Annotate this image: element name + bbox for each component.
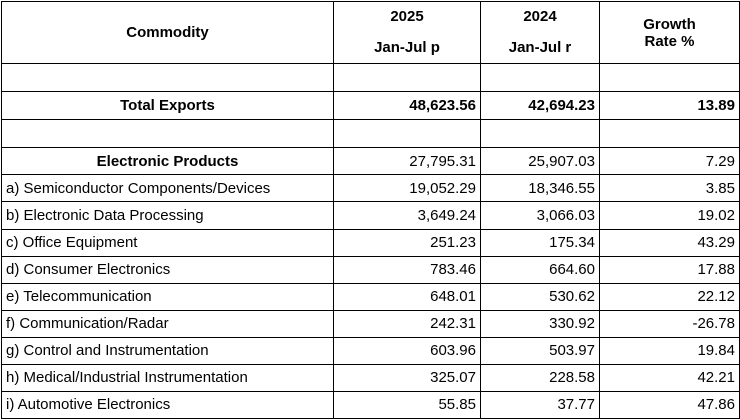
- row-growth: 19.02: [599, 201, 740, 230]
- header-period-2024: Jan-Jul r: [480, 31, 600, 65]
- row-growth: 43.29: [599, 228, 740, 257]
- header-commodity: Commodity: [1, 0, 334, 65]
- row-2025: 55.85: [333, 390, 481, 420]
- header-row-period: Jan-Jul p Jan-Jul r: [2, 31, 740, 65]
- row-growth: 17.88: [599, 255, 740, 284]
- row-2024: 175.34: [480, 228, 600, 257]
- total-exports-2024: 42,694.23: [480, 91, 600, 121]
- row-growth: 19.84: [599, 336, 740, 365]
- row-2024: 37.77: [480, 390, 600, 420]
- spacer-cell: [333, 119, 481, 149]
- row-label: g) Control and Instrumentation: [1, 336, 334, 365]
- row-2025: 242.31: [333, 309, 481, 338]
- spacer-cell: [1, 119, 334, 149]
- row-label: d) Consumer Electronics: [1, 255, 334, 284]
- table-row: h) Medical/Industrial Instrumentation 32…: [1, 363, 740, 392]
- row-growth: -26.78: [599, 309, 740, 338]
- table-row: f) Communication/Radar 242.31 330.92 -26…: [1, 309, 740, 338]
- spacer-cell: [1, 63, 334, 93]
- total-exports-2025: 48,623.56: [333, 91, 481, 121]
- row-2024: 664.60: [480, 255, 600, 284]
- row-label: h) Medical/Industrial Instrumentation: [1, 363, 334, 392]
- header-growth-line2: Rate %: [644, 32, 695, 50]
- row-2024: 3,066.03: [480, 201, 600, 230]
- table-row: e) Telecommunication 648.01 530.62 22.12: [1, 282, 740, 311]
- row-growth: 22.12: [599, 282, 740, 311]
- row-label: c) Office Equipment: [1, 228, 334, 257]
- header-growth-line1: Growth: [643, 15, 696, 33]
- header-row-year: Commodity 2025 2024 Growth Rate %: [1, 0, 740, 65]
- row-label: f) Communication/Radar: [1, 309, 334, 338]
- header-period-2025: Jan-Jul p: [333, 31, 481, 65]
- table-row: i) Automotive Electronics 55.85 37.77 47…: [1, 390, 740, 420]
- table-row: a) Semiconductor Components/Devices 19,0…: [1, 174, 740, 203]
- row-2024: 503.97: [480, 336, 600, 365]
- row-2025: 325.07: [333, 363, 481, 392]
- row-label: b) Electronic Data Processing: [1, 201, 334, 230]
- row-growth: 42.21: [599, 363, 740, 392]
- section-2024: 25,907.03: [480, 147, 600, 176]
- spacer-cell: [333, 63, 481, 93]
- section-label: Electronic Products: [1, 147, 334, 176]
- row-growth: 47.86: [599, 390, 740, 420]
- row-label: e) Telecommunication: [1, 282, 334, 311]
- header-growth-rate: Growth Rate %: [599, 0, 740, 65]
- section-growth: 7.29: [599, 147, 740, 176]
- table-row: b) Electronic Data Processing 3,649.24 3…: [1, 201, 740, 230]
- total-exports-row: Total Exports 48,623.56 42,694.23 13.89: [1, 91, 740, 121]
- row-2024: 330.92: [480, 309, 600, 338]
- header-year-2024: 2024: [480, 0, 600, 32]
- total-exports-label: Total Exports: [1, 91, 334, 121]
- spacer-cell: [599, 119, 740, 149]
- spacer-cell: [599, 63, 740, 93]
- table-row: d) Consumer Electronics 783.46 664.60 17…: [1, 255, 740, 284]
- spacer-row: [1, 119, 740, 149]
- row-2025: 648.01: [333, 282, 481, 311]
- row-2024: 530.62: [480, 282, 600, 311]
- row-2025: 783.46: [333, 255, 481, 284]
- spacer-row: [1, 63, 740, 93]
- table-row: c) Office Equipment 251.23 175.34 43.29: [1, 228, 740, 257]
- spacer-cell: [480, 63, 600, 93]
- row-2025: 19,052.29: [333, 174, 481, 203]
- row-label: a) Semiconductor Components/Devices: [1, 174, 334, 203]
- row-2024: 228.58: [480, 363, 600, 392]
- spacer-cell: [480, 119, 600, 149]
- row-label: i) Automotive Electronics: [1, 390, 334, 420]
- section-row: Electronic Products 27,795.31 25,907.03 …: [1, 147, 740, 176]
- header-year-2025: 2025: [333, 0, 481, 32]
- row-2025: 3,649.24: [333, 201, 481, 230]
- row-2025: 251.23: [333, 228, 481, 257]
- row-growth: 3.85: [599, 174, 740, 203]
- row-2025: 603.96: [333, 336, 481, 365]
- row-2024: 18,346.55: [480, 174, 600, 203]
- total-exports-growth: 13.89: [599, 91, 740, 121]
- table-row: g) Control and Instrumentation 603.96 50…: [1, 336, 740, 365]
- section-2025: 27,795.31: [333, 147, 481, 176]
